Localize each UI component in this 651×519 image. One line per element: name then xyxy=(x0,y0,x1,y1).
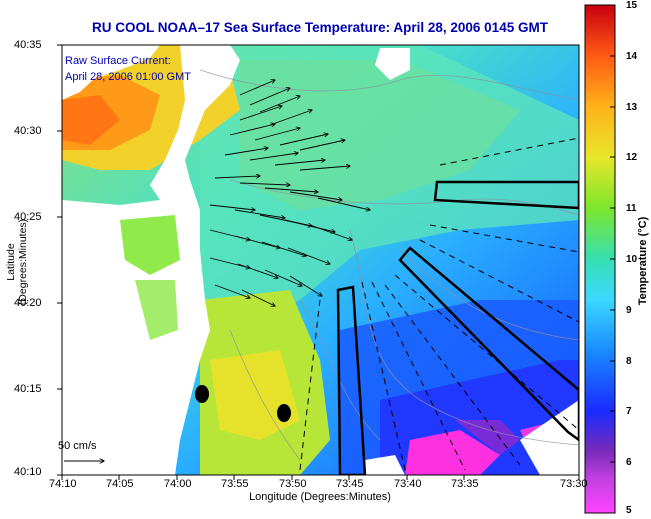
cbar-tick-0: 15 xyxy=(626,0,638,11)
cbar-tick-9: 6 xyxy=(626,457,632,468)
cbar-tick-3: 12 xyxy=(626,152,638,163)
colorbar-title: Temperature (°C) xyxy=(637,216,649,306)
ytick-3: 40:20 xyxy=(14,297,42,309)
overlay-label-2: April 28, 2006 01:00 GMT xyxy=(65,71,191,83)
station-1 xyxy=(195,385,209,403)
map-title: RU COOL NOAA–17 Sea Surface Temperature:… xyxy=(92,20,548,35)
xtick-2: 74:00 xyxy=(164,478,192,490)
cbar-tick-6: 9 xyxy=(626,305,632,316)
ytick-5: 40:10 xyxy=(14,466,42,478)
xtick-7: 73:35 xyxy=(451,478,479,490)
plot-frame xyxy=(61,44,580,476)
ytick-1: 40:30 xyxy=(14,125,42,137)
xtick-8: 73:30 xyxy=(560,478,588,490)
current-vectors xyxy=(209,80,370,306)
cbar-tick-7: 8 xyxy=(626,356,632,367)
ytick-4: 40:15 xyxy=(14,383,42,395)
scale-label: 50 cm/s xyxy=(58,440,97,452)
xtick-5: 73:45 xyxy=(336,478,364,490)
xtick-6: 73:40 xyxy=(394,478,422,490)
ytick-2: 40:25 xyxy=(14,211,42,223)
xtick-0: 74:10 xyxy=(49,478,77,490)
xtick-3: 73:55 xyxy=(221,478,249,490)
cbar-tick-10: 5 xyxy=(626,505,632,516)
xtick-1: 74:05 xyxy=(106,478,134,490)
cbar-tick-2: 13 xyxy=(626,102,638,113)
cbar-tick-1: 14 xyxy=(626,51,638,62)
station-2 xyxy=(277,404,291,422)
sst-field xyxy=(62,45,579,475)
axis-ticks xyxy=(57,44,580,480)
cbar-tick-8: 7 xyxy=(626,406,632,417)
x-axis-label: Longitude (Degrees:Minutes) xyxy=(249,491,391,503)
cbar-tick-5: 10 xyxy=(626,254,638,265)
y-axis-label: Latitude (Degrees:Minutes) xyxy=(5,218,29,306)
cbar-tick-4: 11 xyxy=(626,203,637,214)
xtick-4: 73:50 xyxy=(279,478,307,490)
ytick-0: 40:35 xyxy=(14,39,42,51)
overlay-label-1: Raw Surface Current: xyxy=(65,55,171,67)
